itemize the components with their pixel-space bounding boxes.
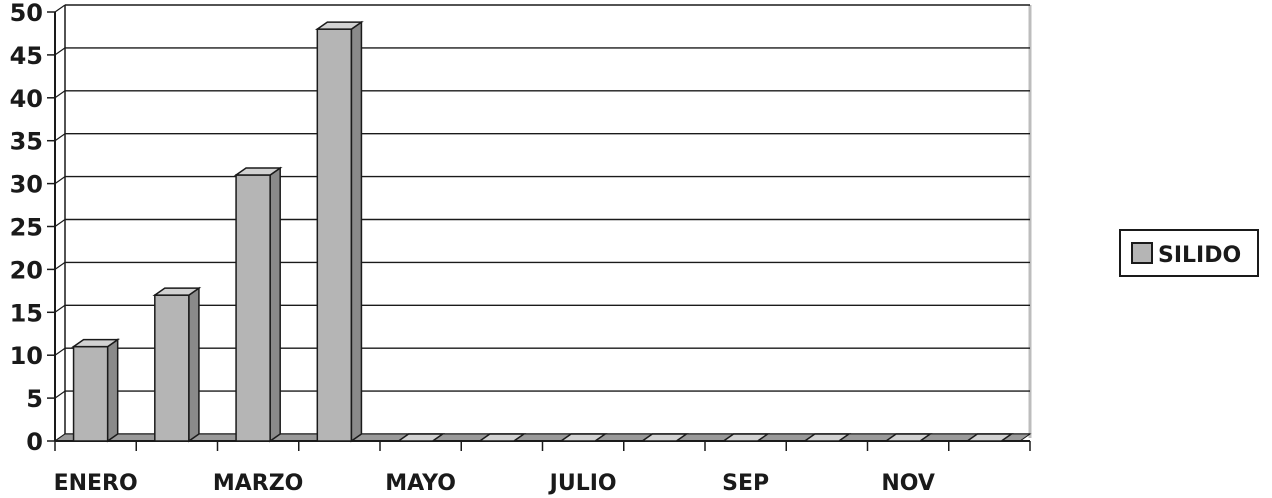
y-tick-label: 45: [10, 42, 43, 70]
bar-enero-top: [71, 338, 121, 348]
grid-line-depth: [54, 90, 66, 99]
grid-line-depth: [54, 133, 66, 142]
grid-line-depth: [54, 47, 66, 56]
bar-febrero-side: [188, 286, 200, 443]
grid-line-depth: [54, 347, 66, 356]
bar-agosto: [639, 433, 689, 442]
bar-agosto-top: [639, 433, 689, 442]
grid-line-depth: [54, 390, 66, 399]
bar-marzo-front: [235, 174, 271, 442]
bar-dic: [964, 433, 1014, 442]
chart-floor: [53, 433, 1032, 442]
bar-enero-front: [72, 345, 109, 442]
bar-oct-top: [802, 433, 852, 442]
x-tick-label-sep: SEP: [722, 471, 769, 496]
y-tick-label: 40: [10, 85, 43, 113]
bar-mayo-top: [396, 433, 446, 442]
y-tick-label: 30: [10, 171, 43, 199]
y-tick-label: 20: [10, 256, 43, 284]
bar-marzo-side: [269, 166, 281, 443]
y-tick-label: 5: [26, 385, 43, 413]
bar-junio-top: [477, 433, 527, 442]
bar-sep: [721, 433, 771, 442]
bar-abril-side: [350, 20, 363, 443]
bar-febrero-front: [154, 294, 190, 442]
x-tick-label-enero: ENERO: [54, 471, 138, 496]
grid-line-depth: [54, 304, 66, 313]
bar-julio-top: [558, 433, 608, 442]
axes: [47, 5, 1032, 451]
y-tick-label: 35: [10, 128, 43, 156]
bar-nov-top: [883, 433, 933, 442]
bar-julio: [558, 433, 608, 442]
x-tick-label-julio: JULIO: [548, 471, 617, 496]
legend-swatch: [1131, 242, 1153, 264]
bars: [71, 20, 1014, 443]
bar-oct: [802, 433, 852, 442]
bar-marzo-top: [233, 167, 283, 176]
legend-label-silido: SILIDO: [1158, 243, 1241, 268]
bar-abril-top: [314, 21, 364, 30]
bar-nov: [883, 433, 933, 442]
grid-line-depth: [54, 219, 66, 227]
bar-mayo: [396, 433, 446, 442]
bar-marzo: [233, 166, 283, 443]
bar-febrero: [152, 286, 202, 443]
bar-sep-top: [721, 433, 771, 442]
y-tick-label: 15: [10, 299, 43, 327]
y-tick-label: 25: [10, 214, 43, 242]
y-tick-labels: 0 5 10 15 20 25 30 35 40 45 50: [10, 0, 43, 456]
grid-line-depth: [54, 261, 66, 270]
bar-dic-top: [964, 433, 1014, 442]
bar-abril-front: [316, 28, 353, 442]
bar-enero: [71, 338, 121, 443]
x-tick-labels: ENERO MARZO MAYO JULIO SEP NOV: [54, 471, 935, 496]
bar-abril: [314, 20, 364, 443]
y-tick-label: 0: [26, 428, 43, 456]
bar-febrero-top: [152, 287, 202, 296]
grid-line-depth: [54, 4, 66, 13]
legend: SILIDO: [1119, 229, 1259, 277]
bar-enero-side: [106, 338, 119, 443]
x-tick-label-mayo: MAYO: [385, 471, 456, 496]
x-tick-label-nov: NOV: [881, 471, 935, 496]
grid-lines: [54, 4, 1032, 442]
bar-junio: [477, 433, 527, 442]
y-tick-label: 50: [10, 0, 43, 27]
grid-line-depth: [54, 176, 66, 185]
y-tick-label: 10: [10, 342, 43, 370]
x-tick-label-marzo: MARZO: [213, 471, 304, 496]
